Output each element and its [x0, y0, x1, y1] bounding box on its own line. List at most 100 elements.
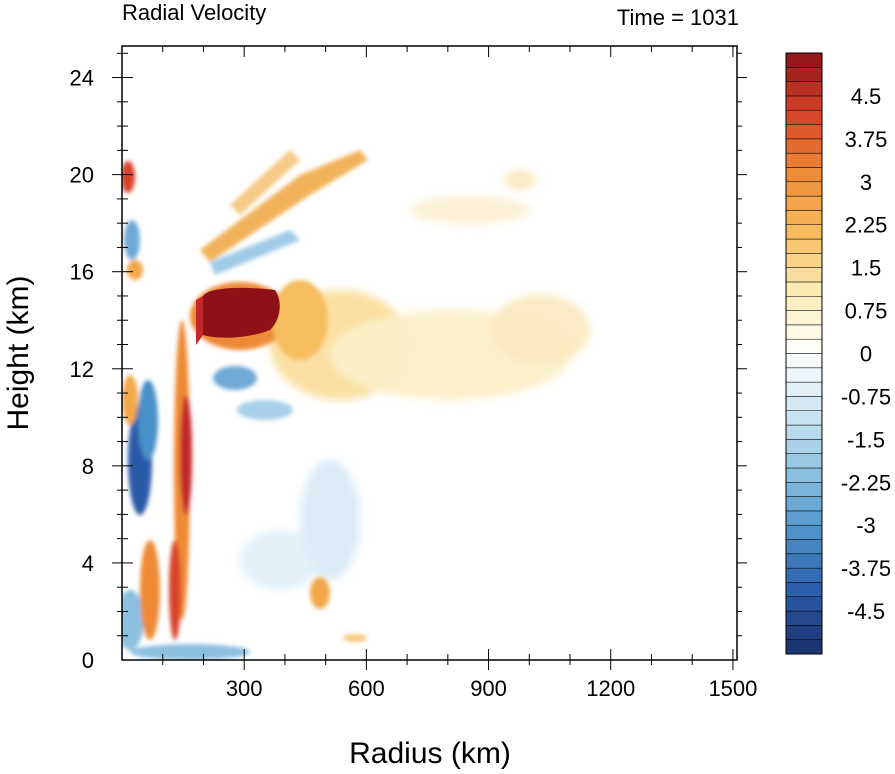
- colorbar-level: [785, 639, 823, 655]
- colorbar-level: [785, 539, 823, 555]
- x-axis: 300 600 900 1200 1500: [162, 46, 757, 701]
- colorbar-level: [785, 353, 823, 369]
- colorbar-level: [785, 267, 823, 283]
- mid-inflow-blue: [213, 366, 257, 390]
- near-surface-spot: [343, 634, 367, 642]
- y-tick-label: 12: [70, 357, 94, 382]
- y-axis: 0 4 8 12 16 20 24: [70, 52, 747, 673]
- chart-time-label: Time = 1031: [617, 5, 739, 30]
- colorbar-level: [785, 67, 823, 82]
- colorbar-tick-label: 0.75: [845, 299, 888, 324]
- y-axis-label: Height (km): [2, 275, 35, 430]
- outflow-core-edge: [196, 296, 203, 345]
- colorbar-tick-label: 3: [860, 170, 872, 195]
- colorbar-level: [785, 610, 823, 626]
- colorbar-level: [785, 52, 823, 68]
- colorbar-level: [785, 324, 823, 340]
- colorbar-tick-label: 1.5: [851, 256, 882, 281]
- y-tick-label: 20: [70, 163, 94, 188]
- colorbar-level: [785, 167, 823, 183]
- colorbar-level: [785, 367, 823, 383]
- upper-outflow-blob: [127, 260, 143, 280]
- chart-title: Radial Velocity: [122, 0, 266, 25]
- colorbar-level: [785, 567, 823, 583]
- outflow-core-halo: [272, 280, 328, 360]
- colorbar-level: [785, 553, 823, 569]
- upper-outflow-band: [410, 196, 530, 224]
- colorbar-tick-label: 2.25: [845, 213, 888, 238]
- outflow-core-max: [203, 287, 280, 338]
- colorbar-level: [785, 625, 823, 640]
- colorbar-level: [785, 210, 823, 225]
- inner-outflow-mid: [122, 375, 138, 425]
- upper-inflow-blob: [124, 220, 140, 260]
- colorbar-level: [785, 195, 823, 211]
- upper-slant-band-2: [230, 150, 300, 215]
- low-inflow-faint: [240, 530, 320, 590]
- colorbar-tick-label: -3.75: [841, 556, 891, 581]
- colorbar-level: [785, 224, 823, 240]
- colorbar-level: [785, 296, 823, 311]
- x-tick-label: 900: [470, 676, 507, 701]
- y-tick-label: 16: [70, 260, 94, 285]
- colorbar-tick-label: -4.5: [847, 599, 885, 624]
- upper-slant-band: [200, 150, 368, 262]
- far-outflow-blob: [490, 295, 590, 365]
- colorbar-tick-label: 3.75: [845, 127, 888, 152]
- colorbar-level: [785, 467, 823, 483]
- colorbar-tick-label: -2.25: [841, 470, 891, 495]
- colorbar-level: [785, 338, 823, 354]
- colorbar-tick-label: -3: [856, 513, 876, 538]
- x-tick-label: 600: [348, 676, 385, 701]
- x-tick-label: 300: [226, 676, 263, 701]
- colorbar-tick-label: 0: [860, 342, 872, 367]
- x-tick-label: 1500: [708, 676, 757, 701]
- colorbar-level: [785, 138, 823, 154]
- colorbar-level: [785, 582, 823, 598]
- colorbar-tick-label: -1.5: [847, 427, 885, 452]
- y-tick-label: 0: [82, 648, 94, 673]
- low-outflow-spot: [310, 577, 330, 609]
- colorbar-level: [785, 596, 823, 612]
- colorbar: 4.5 3.75 3 2.25 1.5 0.75 0 -0.75 -1.5 -2.25 -3 -3.7…: [785, 52, 891, 655]
- colorbar-level: [785, 95, 823, 111]
- colorbar-level: [785, 439, 823, 454]
- colorbar-tick-label: 4.5: [851, 84, 882, 109]
- inner-inflow-low: [122, 590, 144, 650]
- colorbar-frame: [785, 52, 823, 655]
- plot-frame: [121, 45, 738, 661]
- colorbar-level: [785, 496, 823, 512]
- colorbar-level: [785, 152, 823, 168]
- heatmap-field: [122, 150, 590, 660]
- inner-column-red: [180, 395, 192, 515]
- colorbar-level: [785, 453, 823, 469]
- x-tick-label: 1200: [586, 676, 635, 701]
- upper-slant-blue: [210, 230, 300, 275]
- colorbar-level: [785, 510, 823, 526]
- colorbar-level: [785, 410, 823, 426]
- colorbar-level: [785, 181, 823, 197]
- colorbar-level: [785, 281, 823, 297]
- far-outflow-upper: [504, 170, 536, 190]
- outflow-field: [240, 170, 590, 590]
- y-tick-label: 4: [82, 551, 94, 576]
- colorbar-tick-label: -0.75: [841, 384, 891, 409]
- inner-column-low: [169, 540, 181, 640]
- eye-edge-blob: [122, 161, 135, 193]
- colorbar-level: [785, 381, 823, 397]
- colorbar-level: [785, 109, 823, 125]
- surface-inflow: [130, 644, 250, 660]
- colorbar-level: [785, 424, 823, 440]
- colorbar-level: [785, 253, 823, 268]
- inner-outflow-low: [140, 540, 160, 640]
- y-tick-label: 8: [82, 454, 94, 479]
- y-tick-label: 24: [70, 66, 94, 91]
- x-axis-label: Radius (km): [349, 737, 511, 770]
- colorbar-level: [785, 310, 823, 326]
- colorbar-level: [785, 482, 823, 497]
- colorbar-level: [785, 524, 823, 540]
- colorbar-level: [785, 396, 823, 411]
- colorbar-level: [785, 124, 823, 140]
- inner-inflow-band-2: [138, 380, 158, 460]
